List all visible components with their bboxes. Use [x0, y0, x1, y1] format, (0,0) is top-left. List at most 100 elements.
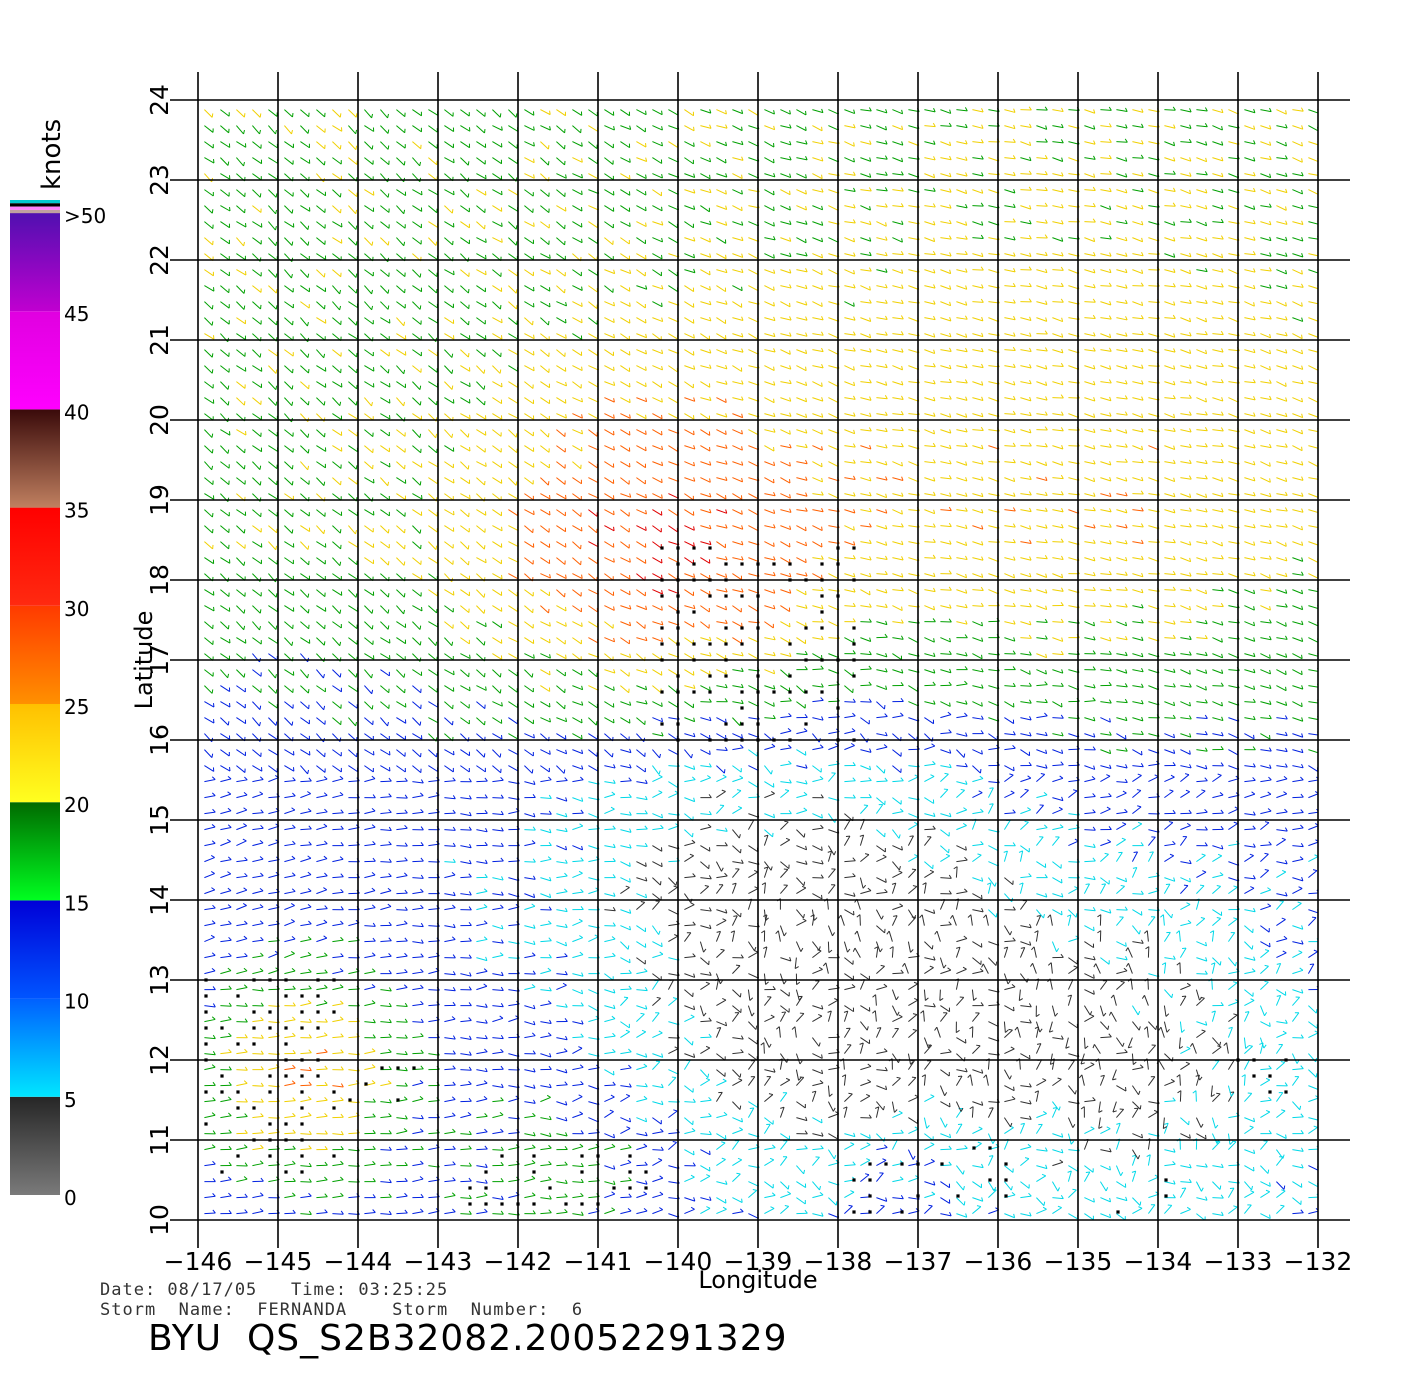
wind-barb [689, 853, 694, 857]
wind-vector [892, 1077, 901, 1086]
wind-vector [939, 1085, 946, 1096]
wind-vector [556, 909, 568, 913]
legend-band [10, 802, 60, 901]
wind-barb [1052, 1107, 1057, 1109]
wind-vector [1212, 717, 1224, 722]
wind-barb [1145, 946, 1150, 950]
wind-barb [1276, 962, 1281, 965]
wind-barb [1049, 1030, 1054, 1033]
wind-vector [300, 1115, 312, 1119]
wind-vector [380, 1021, 392, 1024]
wind-vector [812, 941, 820, 951]
wind-barb [1249, 853, 1254, 857]
wind-vector [252, 669, 262, 677]
wind-vector [492, 653, 502, 660]
wind-barb [675, 881, 678, 886]
wind-vector [1132, 806, 1142, 814]
wind-vector [316, 843, 328, 847]
wind-vector [1003, 1069, 1011, 1080]
wind-barb [244, 856, 248, 861]
wind-vector [396, 860, 408, 863]
wind-vector [1276, 1032, 1287, 1039]
wind-vector [1260, 869, 1270, 878]
wind-vector [1084, 717, 1096, 722]
wind-vector [540, 940, 552, 943]
wind-barb [1175, 930, 1180, 934]
wind-vector [844, 730, 856, 735]
wind-barb [965, 700, 968, 705]
wind-vector [1180, 733, 1191, 738]
wind-barb [977, 853, 982, 856]
wind-barb [388, 937, 392, 942]
wind-vector [284, 827, 296, 831]
wind-barb [581, 989, 584, 994]
wind-vector [460, 1165, 472, 1167]
wind-barb [420, 1160, 424, 1165]
wind-barb [211, 1112, 216, 1116]
wind-barb [948, 1048, 952, 1053]
wind-vector [540, 1147, 552, 1151]
wind-barb [612, 1048, 616, 1053]
wind-vector [492, 765, 502, 774]
wind-barb [894, 1109, 898, 1113]
wind-vector [777, 930, 781, 942]
wind-vector [204, 1114, 216, 1119]
wind-vector [284, 749, 295, 756]
wind-vector [540, 893, 551, 899]
wind-barb [963, 807, 968, 811]
wind-barb [371, 968, 376, 972]
wind-vector [396, 1148, 408, 1151]
wind-vector [684, 1176, 695, 1183]
wind-barb [227, 721, 230, 726]
wind-vector [715, 861, 722, 872]
wind-vector [588, 1085, 599, 1090]
wind-barb [1028, 1192, 1032, 1197]
wind-vector [1180, 669, 1191, 675]
wind-barb [1131, 1170, 1136, 1173]
wind-vector [1158, 1059, 1165, 1070]
wind-vector [1244, 685, 1255, 691]
wind-vector [1228, 982, 1238, 990]
wind-vector [1243, 1037, 1247, 1049]
wind-vector [204, 922, 216, 927]
wind-barb [468, 1080, 472, 1085]
wind-vector [1036, 1197, 1045, 1206]
wind-barb [641, 1029, 646, 1033]
wind-vector [700, 717, 712, 722]
wind-vector [220, 717, 229, 726]
wind-vector [1036, 1079, 1047, 1087]
wind-barb [291, 968, 296, 972]
wind-barb [387, 1080, 392, 1084]
wind-barb [419, 721, 422, 726]
wind-barb [1138, 1026, 1141, 1031]
wind-barb [645, 795, 648, 800]
wind-vector [1148, 669, 1160, 674]
wind-vector [1308, 856, 1318, 863]
wind-vector [924, 775, 935, 783]
wind-barb [995, 961, 998, 966]
wind-barb [785, 837, 790, 841]
wind-barb [1045, 749, 1048, 754]
wind-barb [1285, 1019, 1288, 1024]
wind-barb [1122, 790, 1127, 794]
wind-vector [812, 699, 824, 703]
wind-barb [1233, 821, 1238, 824]
wind-vector [1212, 774, 1222, 783]
wind-barb [628, 793, 632, 798]
wind-vector [1292, 902, 1302, 911]
wind-vector [1020, 845, 1030, 853]
wind-barb [1265, 1077, 1271, 1081]
wind-barb [1011, 1096, 1016, 1100]
wind-vector [1276, 861, 1288, 865]
wind-vector [1084, 812, 1096, 815]
wind-vector [1292, 811, 1304, 815]
wind-vector [844, 1133, 856, 1138]
wind-barb [740, 1035, 744, 1040]
wind-vector [540, 970, 552, 975]
wind-vector [1019, 900, 1028, 910]
wind-vector [636, 941, 646, 948]
wind-barb [1047, 962, 1052, 966]
wind-vector [588, 936, 599, 943]
wind-barb [452, 809, 456, 814]
wind-barb [564, 1208, 568, 1213]
